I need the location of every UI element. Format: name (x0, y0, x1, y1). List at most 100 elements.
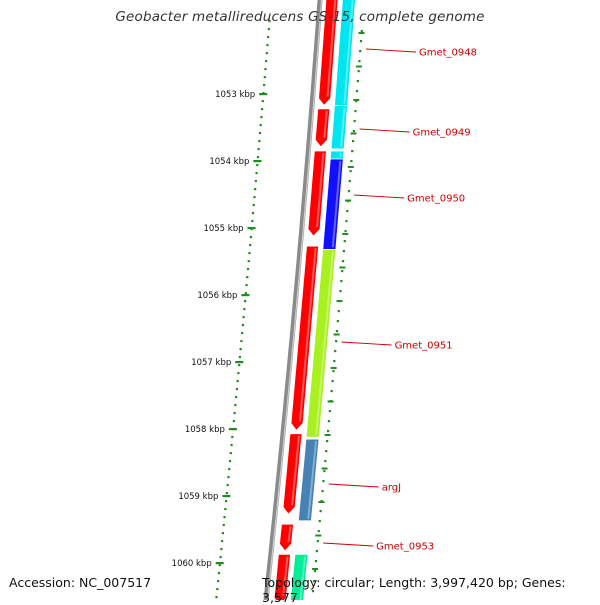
scale-dot (242, 316, 245, 319)
scale-dot (239, 348, 242, 351)
scale-dot (254, 188, 257, 191)
scale-dot (263, 76, 266, 79)
outer-scale-dot (356, 80, 359, 83)
gene-leader-line (365, 48, 416, 53)
outer-scale-dot (352, 130, 355, 133)
outer-scale-dot (335, 330, 339, 333)
cds-block-shine (316, 152, 325, 228)
tick-label: 1055 kbp (203, 224, 243, 234)
scale-dot (229, 452, 232, 455)
scale-dot (226, 484, 229, 487)
scale-dot (240, 340, 243, 343)
tick-label: 1057 kbp (191, 358, 231, 368)
scale-dot (260, 116, 263, 119)
cds-block (282, 433, 303, 515)
gene-leader-line (341, 341, 392, 346)
scale-dot (225, 500, 228, 503)
outer-scale-dash (358, 32, 365, 34)
outer-scale-dot (319, 510, 322, 513)
outer-scale-dot (313, 570, 317, 573)
outer-scale-dot (359, 50, 362, 53)
scale-dot (259, 124, 262, 127)
scale-dot (255, 172, 258, 175)
outer-scale-dash (315, 534, 322, 537)
tick-mark (215, 562, 224, 565)
gene-band-shine (340, 107, 346, 148)
scale-dot (261, 100, 264, 103)
tick-mark (259, 93, 268, 96)
cds-track (273, 0, 339, 600)
scale-dot (228, 460, 232, 463)
scale-dot (241, 324, 244, 327)
scale-dot (236, 380, 239, 383)
scale-dot (245, 284, 248, 287)
cds-block-shine (298, 248, 317, 422)
scale-dot (249, 236, 252, 239)
scale-dot (265, 52, 268, 55)
gene-band (305, 248, 337, 438)
outer-scale-dot (355, 90, 359, 93)
outer-scale-dot (311, 590, 315, 593)
tick-mark (235, 361, 244, 364)
outer-scale-dot (358, 60, 361, 63)
outer-scale-dot (326, 430, 330, 433)
gene-band-shine (307, 440, 318, 519)
outer-scale-dash (339, 266, 346, 269)
scale-dot (247, 260, 250, 263)
scale-dot (258, 140, 261, 143)
gene-label: argJ (382, 483, 401, 494)
scale-dot (225, 492, 228, 495)
outer-scale-dot (359, 40, 363, 43)
scale-dot (238, 364, 241, 367)
outer-scale-dash (330, 367, 337, 369)
backbone (263, 0, 323, 600)
gene-band (297, 438, 320, 522)
scale-dot (257, 148, 260, 151)
outer-scale-dot (336, 320, 339, 323)
scale-dot (267, 36, 270, 39)
scale-dot (218, 564, 221, 567)
outer-scale-dot (330, 390, 333, 393)
scale-dot (231, 436, 234, 439)
genome-summary-text: Topology: circular; Length: 3,997,420 bp… (262, 575, 566, 605)
outer-scale-dash (336, 300, 343, 302)
outer-scale-dot (341, 260, 345, 263)
outer-scale-dot (317, 530, 320, 533)
scale-dot (220, 548, 223, 551)
scale-dot (234, 404, 237, 407)
outer-scale-dot (321, 490, 324, 493)
outer-scale-dot (334, 350, 337, 353)
outer-scale-dot (341, 270, 344, 273)
outer-scale-dot (353, 120, 356, 123)
scale-dot (258, 132, 262, 135)
outer-scale-dash (318, 501, 325, 503)
outer-scale-dot (360, 30, 363, 33)
outer-scale-dot (326, 440, 329, 443)
scale-dot (235, 388, 239, 391)
scale-dot (252, 204, 255, 207)
tick-mark (241, 294, 250, 297)
outer-scale-dash (324, 434, 331, 436)
tick-mark (228, 428, 237, 431)
cds-block-shine (287, 526, 292, 543)
tick-label: 1054 kbp (209, 157, 249, 167)
outer-scale-dot (312, 580, 316, 583)
scale-dot (215, 596, 218, 599)
outer-scale-dot (324, 460, 327, 463)
tick-label: 1053 kbp (215, 90, 255, 100)
scale-dot (241, 332, 244, 335)
outer-scale-dash (321, 467, 328, 470)
outer-scale-dash (342, 233, 349, 235)
scale-dot (249, 244, 252, 247)
outer-scale-dot (339, 290, 342, 293)
tick-label: 1060 kbp (172, 559, 212, 569)
outer-scale-dot (347, 190, 351, 193)
outer-scale-dot (318, 520, 321, 523)
outer-scale-dash (312, 568, 319, 570)
tick-mark (222, 495, 231, 498)
outer-scale-dot (332, 370, 335, 373)
outer-scale-dot (357, 70, 360, 73)
outer-scale-dot (355, 100, 358, 103)
scale-dot (243, 308, 246, 311)
